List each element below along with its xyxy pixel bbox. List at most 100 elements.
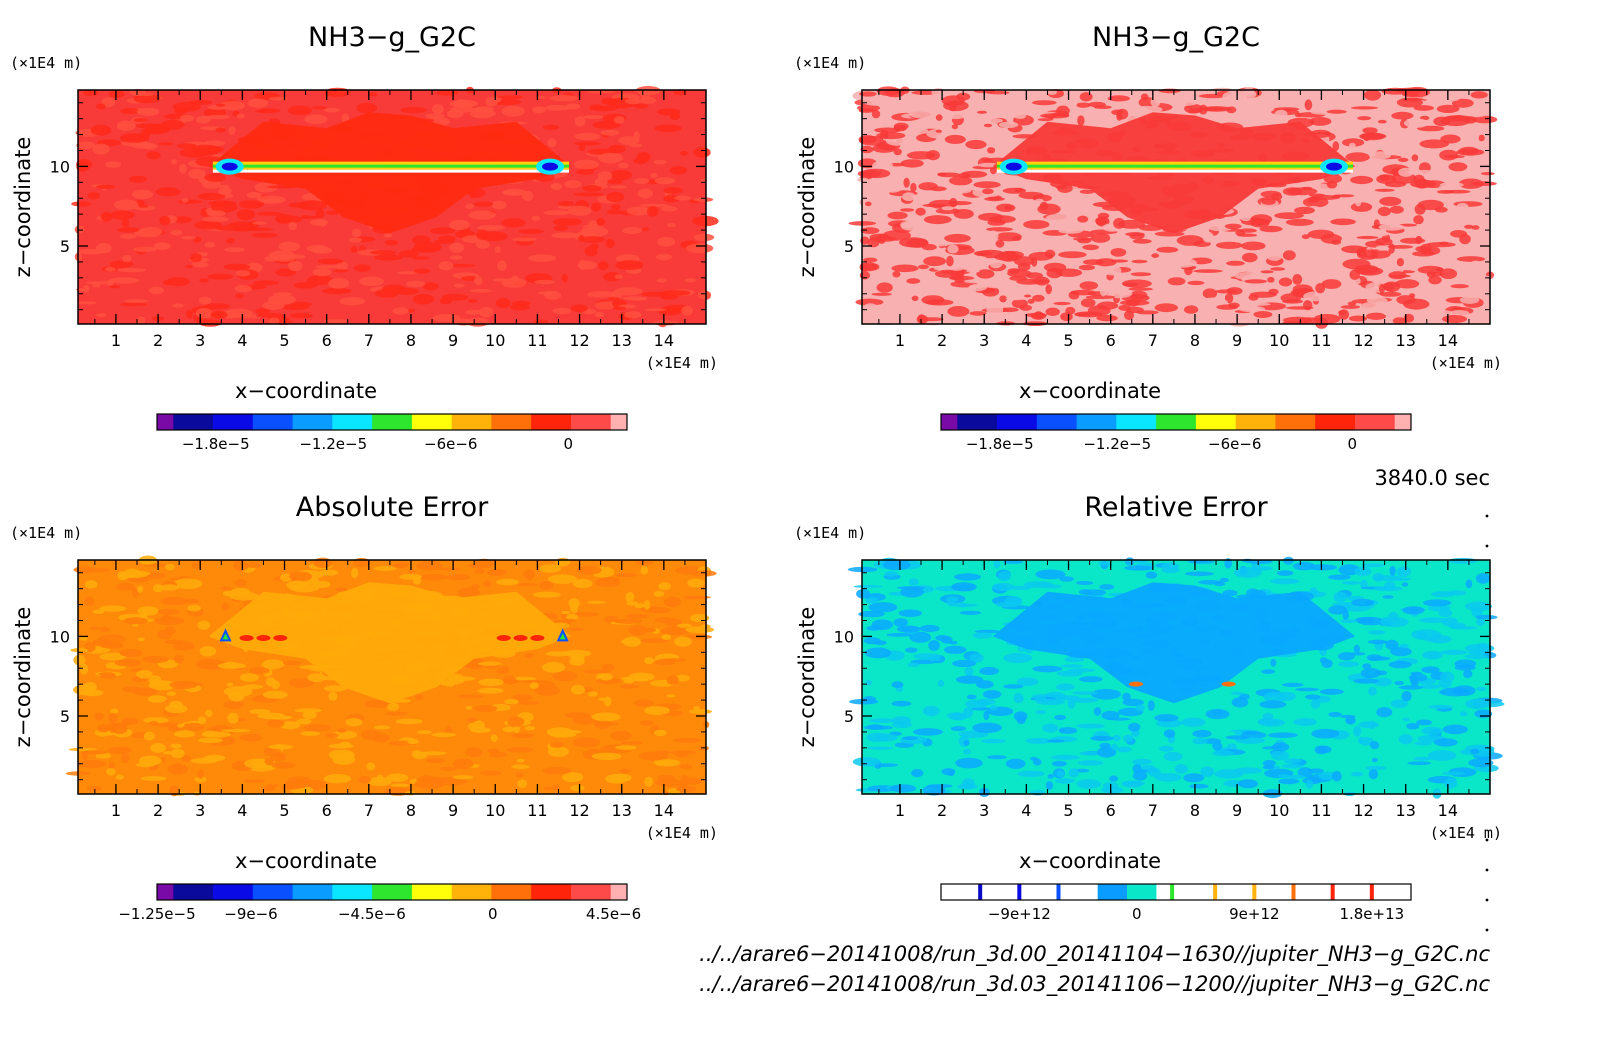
x-tick-label: 2 bbox=[937, 801, 947, 820]
y-axis-label: z−coordinate bbox=[795, 137, 819, 278]
x-tick-label: 10 bbox=[1269, 331, 1289, 350]
x-tick-label: 4 bbox=[1021, 801, 1031, 820]
y-unit-label: (×1E4 m) bbox=[10, 524, 82, 542]
colorbar: −9e+12 0 9e+12 1.8e+13 bbox=[940, 883, 1412, 923]
colorbar-segment bbox=[1036, 414, 1078, 430]
x-tick-label: 4 bbox=[237, 801, 247, 820]
colorbar-segment bbox=[213, 414, 254, 430]
colorbar-tick-label: −1.2e−5 bbox=[1083, 435, 1151, 453]
colorbar-segment bbox=[213, 884, 254, 900]
x-tick-label: 11 bbox=[527, 801, 547, 820]
x-tick-label: 9 bbox=[448, 331, 458, 350]
colorbar-mark bbox=[978, 884, 983, 900]
cloud-layer-mid bbox=[996, 164, 1354, 168]
x-tick-label: 5 bbox=[1063, 331, 1073, 350]
x-tick-label: 7 bbox=[1148, 801, 1158, 820]
colorbar-tick-label: −4.5e−6 bbox=[338, 905, 406, 923]
colorbar-mark bbox=[1291, 884, 1296, 900]
x-tick-label: 13 bbox=[612, 331, 632, 350]
x-tick-label: 2 bbox=[937, 331, 947, 350]
x-tick-label: 2 bbox=[153, 331, 163, 350]
x-tick-label: 13 bbox=[612, 801, 632, 820]
colorbar-segment bbox=[1275, 414, 1316, 430]
x-tick-label: 9 bbox=[1232, 331, 1242, 350]
colorbar-segment bbox=[252, 414, 294, 430]
colorbar-segment bbox=[941, 414, 958, 430]
side-dot bbox=[1485, 898, 1489, 902]
colorbar-segment bbox=[1394, 414, 1412, 430]
error-spot-2 bbox=[256, 635, 271, 641]
plume-region bbox=[208, 582, 572, 704]
colorbar-segment bbox=[571, 414, 612, 430]
colorbar-segment bbox=[610, 884, 628, 900]
x-tick-label: 11 bbox=[1311, 801, 1331, 820]
x-unit-label: (×1E4 m) bbox=[646, 824, 718, 842]
colorbar-mark bbox=[1017, 884, 1022, 900]
x-axis-label: x−coordinate bbox=[235, 379, 377, 403]
colorbar-tick-label: −6e−6 bbox=[424, 435, 477, 453]
colorbar-segment bbox=[1076, 414, 1117, 430]
x-tick-label: 6 bbox=[322, 801, 332, 820]
colorbar: −1.8e−5 −1.2e−5 −6e−6 0 bbox=[940, 413, 1412, 453]
colorbar-segment bbox=[292, 414, 333, 430]
rel-error-spot-1 bbox=[1128, 681, 1143, 687]
colorbar-frame bbox=[156, 413, 628, 431]
side-dot bbox=[1485, 544, 1489, 548]
colorbar-mark bbox=[1213, 884, 1218, 900]
x-tick-label: 6 bbox=[1106, 801, 1116, 820]
colorbar-segment bbox=[1355, 414, 1396, 430]
y-unit-label: (×1E4 m) bbox=[794, 54, 866, 72]
x-tick-label: 6 bbox=[1106, 331, 1116, 350]
x-tick-label: 8 bbox=[1190, 331, 1200, 350]
x-tick-label: 2 bbox=[153, 801, 163, 820]
colorbar-segment bbox=[292, 884, 333, 900]
colorbar-segment bbox=[173, 884, 214, 900]
colorbar-tick-label: 0 bbox=[1347, 435, 1357, 453]
x-tick-label: 10 bbox=[485, 331, 505, 350]
y-tick-label: 10 bbox=[834, 157, 854, 176]
chart-title: Absolute Error bbox=[296, 492, 489, 523]
x-tick-label: 13 bbox=[1396, 801, 1416, 820]
colorbar-segment bbox=[451, 414, 492, 430]
x-tick-label: 6 bbox=[322, 331, 332, 350]
x-tick-label: 3 bbox=[195, 331, 205, 350]
x-tick-label: 14 bbox=[654, 331, 674, 350]
side-dot bbox=[1485, 514, 1489, 518]
colorbar-tick-label: −9e−6 bbox=[224, 905, 277, 923]
x-tick-label: 9 bbox=[448, 801, 458, 820]
x-tick-label: 11 bbox=[527, 331, 547, 350]
x-tick-label: 14 bbox=[1438, 801, 1458, 820]
colorbar-segment bbox=[1097, 884, 1128, 900]
colorbar-segment bbox=[531, 414, 572, 430]
colorbar-tick-label: −1.25e−5 bbox=[118, 905, 195, 923]
y-tick-label: 5 bbox=[60, 237, 70, 256]
x-tick-label: 4 bbox=[1021, 331, 1031, 350]
colorbar-segment bbox=[411, 414, 453, 430]
x-tick-label: 13 bbox=[1396, 331, 1416, 350]
colorbar-segment bbox=[1116, 414, 1157, 430]
error-core-2 bbox=[559, 633, 566, 640]
side-dot bbox=[1485, 838, 1489, 842]
x-tick-label: 12 bbox=[1353, 801, 1373, 820]
x-tick-label: 14 bbox=[1438, 331, 1458, 350]
colorbar-tick-label: −1.8e−5 bbox=[182, 435, 250, 453]
side-dot bbox=[1485, 868, 1489, 872]
side-dot bbox=[1485, 928, 1489, 932]
colorbar-segment bbox=[252, 884, 294, 900]
x-tick-label: 5 bbox=[279, 801, 289, 820]
error-spot-6 bbox=[530, 635, 545, 641]
y-axis-label: z−coordinate bbox=[11, 137, 35, 278]
chart-title: NH3−g_G2C bbox=[308, 22, 476, 53]
colorbar-segment bbox=[451, 884, 492, 900]
x-tick-label: 7 bbox=[1148, 331, 1158, 350]
colorbar-tick-label: −1.2e−5 bbox=[299, 435, 367, 453]
colorbar-tick-label: 0 bbox=[488, 905, 498, 923]
x-tick-label: 14 bbox=[654, 801, 674, 820]
x-unit-label: (×1E4 m) bbox=[646, 354, 718, 372]
colorbar-tick-label: 4.5e−6 bbox=[586, 905, 641, 923]
colorbar-frame bbox=[940, 413, 1412, 431]
colorbar-segment bbox=[997, 414, 1038, 430]
